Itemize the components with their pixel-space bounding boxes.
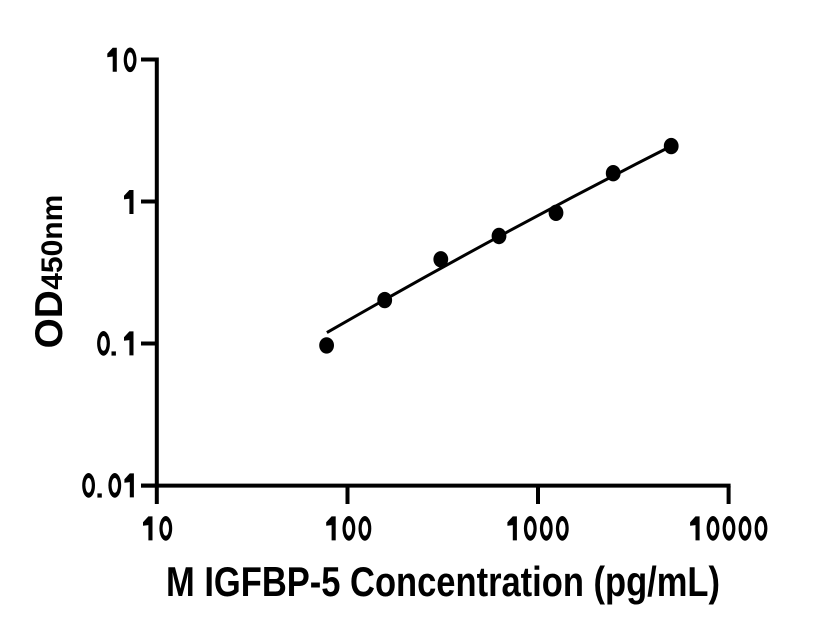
svg-text:OD: OD: [28, 290, 71, 348]
svg-text:450nm: 450nm: [36, 195, 69, 290]
svg-text:M IGFBP-5 Concentration (pg/mL: M IGFBP-5 Concentration (pg/mL): [166, 558, 720, 605]
